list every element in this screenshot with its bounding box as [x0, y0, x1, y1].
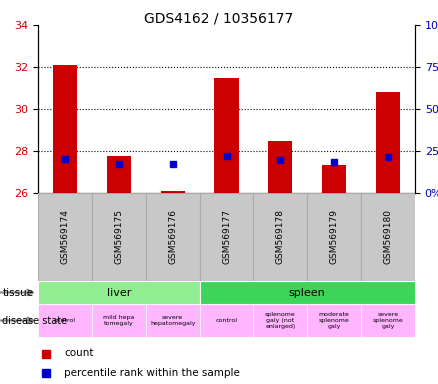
Text: moderate
splenome
galy: moderate splenome galy — [319, 312, 350, 329]
Bar — [254, 304, 307, 337]
Bar — [200, 281, 415, 304]
Text: disease state: disease state — [2, 316, 67, 326]
Text: tissue: tissue — [2, 288, 33, 298]
Text: count: count — [64, 349, 94, 359]
Bar — [200, 193, 254, 281]
Text: percentile rank within the sample: percentile rank within the sample — [64, 367, 240, 377]
Text: GSM569177: GSM569177 — [222, 210, 231, 265]
Bar — [38, 281, 200, 304]
Text: splenome
galy (not
enlarged): splenome galy (not enlarged) — [265, 312, 296, 329]
Text: spleen: spleen — [289, 288, 326, 298]
Text: GSM569179: GSM569179 — [330, 210, 339, 265]
Bar — [200, 304, 254, 337]
Bar — [92, 304, 146, 337]
Bar — [307, 304, 361, 337]
Text: control: control — [54, 318, 76, 323]
Bar — [107, 156, 131, 193]
Bar — [307, 193, 361, 281]
Bar — [376, 92, 400, 193]
Bar — [146, 304, 200, 337]
Text: GSM569176: GSM569176 — [168, 210, 177, 265]
Bar — [38, 193, 92, 281]
Bar — [361, 304, 415, 337]
Text: GSM569174: GSM569174 — [60, 210, 70, 265]
Text: severe
splenome
galy: severe splenome galy — [373, 312, 403, 329]
Text: severe
hepatomegaly: severe hepatomegaly — [150, 315, 195, 326]
Text: mild hepa
tomegaly: mild hepa tomegaly — [103, 315, 134, 326]
Text: GSM569178: GSM569178 — [276, 210, 285, 265]
Text: GSM569180: GSM569180 — [384, 210, 392, 265]
Text: GDS4162 / 10356177: GDS4162 / 10356177 — [145, 12, 293, 25]
Bar — [322, 165, 346, 193]
Bar — [38, 304, 92, 337]
Bar — [361, 193, 415, 281]
Bar — [160, 191, 185, 193]
Bar — [214, 78, 239, 193]
Text: GSM569175: GSM569175 — [114, 210, 123, 265]
Bar — [53, 65, 77, 193]
Bar — [146, 193, 200, 281]
Bar — [92, 193, 146, 281]
Bar — [254, 193, 307, 281]
Text: control: control — [215, 318, 237, 323]
Text: liver: liver — [106, 288, 131, 298]
Bar — [268, 141, 293, 193]
